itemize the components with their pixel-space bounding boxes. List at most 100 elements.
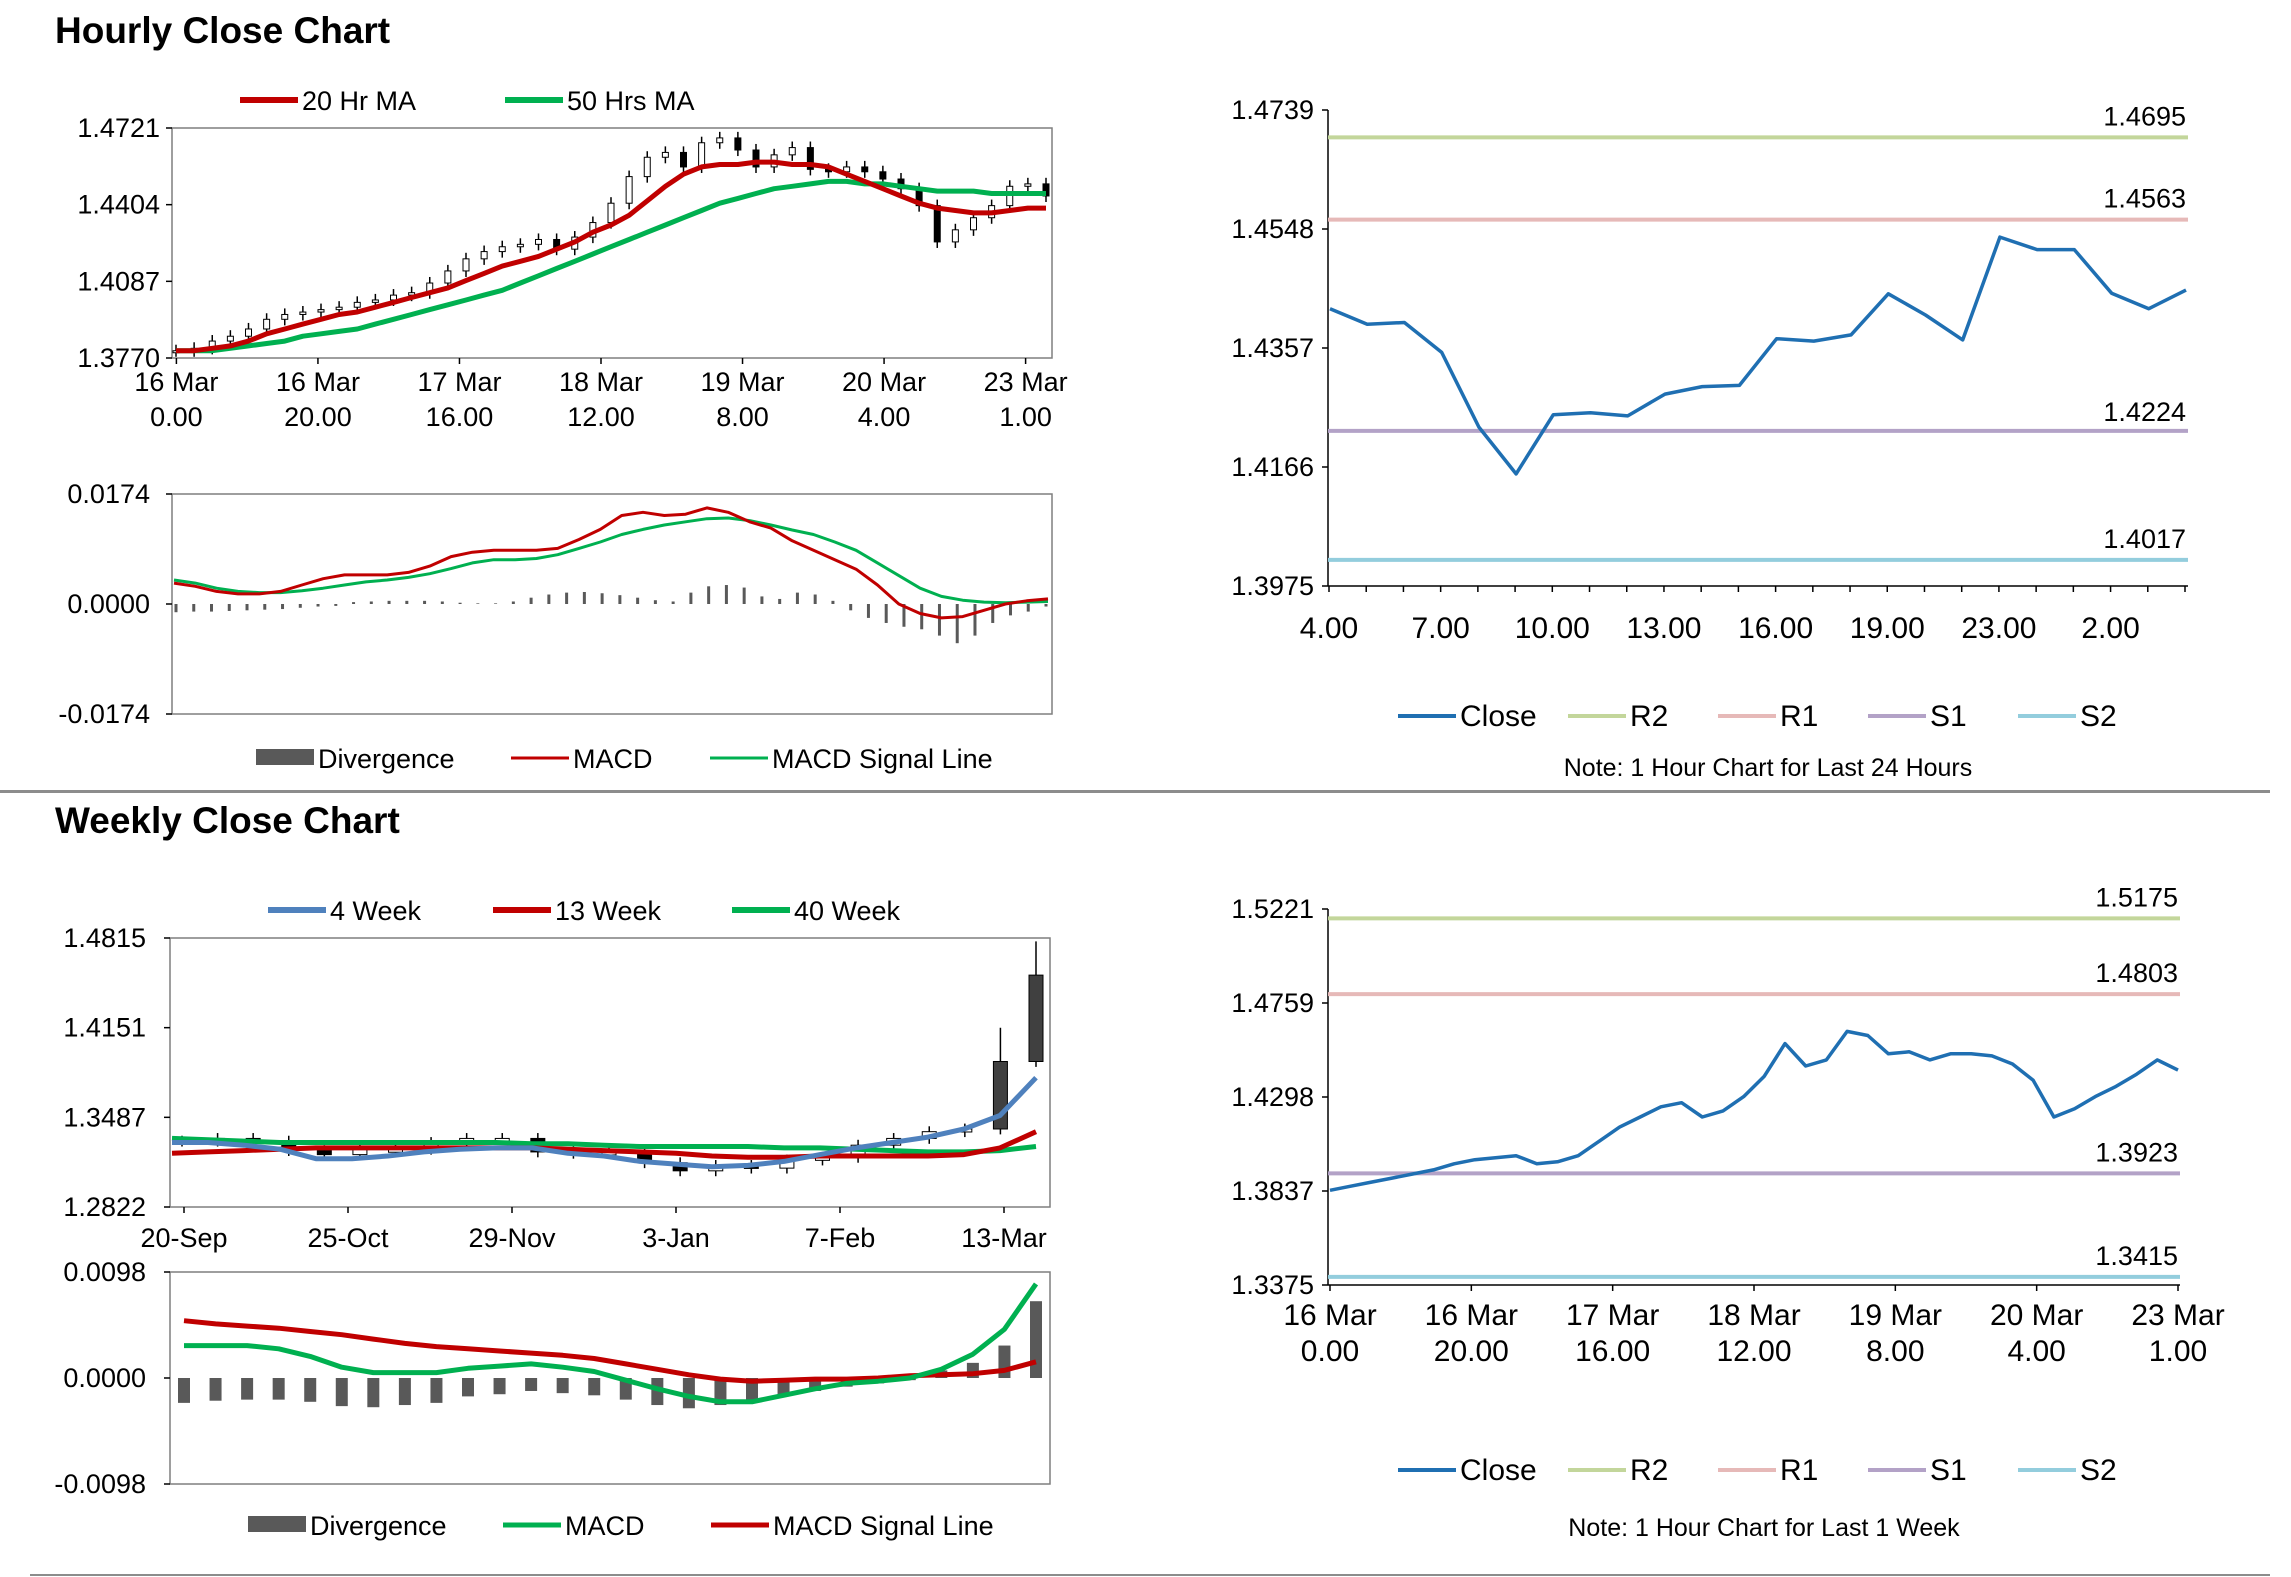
y-tick-label: 1.4357	[1231, 333, 1314, 363]
weekly-divergence-bar	[493, 1378, 506, 1395]
x-tick-label: 3-Jan	[642, 1223, 710, 1253]
y-tick-label: 1.4151	[63, 1013, 146, 1043]
weekly-divergence-bar	[682, 1378, 695, 1409]
hourly-ma50-line	[176, 178, 1046, 354]
x-tick-date: 20 Mar	[842, 367, 926, 397]
x-tick-time: 1.00	[999, 402, 1052, 432]
bottom-divider	[30, 1574, 2270, 1576]
y-tick-label: 1.3770	[77, 343, 160, 373]
weekly-40-week-line	[171, 1135, 1037, 1155]
weekly-divergence-bar	[430, 1378, 443, 1403]
x-tick-date: 23 Mar	[2131, 1299, 2224, 1332]
weekly-4-week-line	[172, 1075, 1038, 1170]
hourly-candle-body	[951, 229, 959, 243]
legend-40-week-label: 40 Week	[794, 896, 901, 926]
legend-divergence-swatch	[256, 749, 314, 765]
level-label-s1: 1.4224	[2103, 397, 2186, 427]
y-tick-label: 1.2822	[63, 1192, 146, 1222]
y-tick-label: 1.4087	[77, 266, 160, 296]
legend-divergence-swatch	[248, 1516, 306, 1532]
x-tick-label: 20-Sep	[140, 1223, 227, 1253]
hourly-macd-frame	[171, 493, 1053, 715]
weekly-13-week-line	[171, 1129, 1038, 1160]
weekly-divergence-bar	[209, 1378, 222, 1401]
y-tick-label: -0.0174	[58, 699, 150, 729]
x-tick-time: 8.00	[1866, 1335, 1924, 1368]
x-tick-date: 16 Mar	[1283, 1299, 1376, 1332]
x-tick-label: 19.00	[1850, 612, 1925, 645]
hourly-candle-body	[335, 306, 343, 311]
x-tick-label: 7.00	[1411, 612, 1469, 645]
level-label-s2: 1.4017	[2103, 524, 2186, 554]
hourly_close-note: Note: 1 Hour Chart for Last 24 Hours	[1564, 754, 1973, 782]
weekly-divergence-bar	[367, 1378, 380, 1408]
hourly-candle-body	[716, 137, 724, 144]
level-label-r1: 1.4563	[2103, 184, 2186, 214]
y-tick-label: 1.4739	[1231, 95, 1314, 125]
y-tick-label: 0.0000	[63, 1363, 146, 1393]
hourly-candle-body	[879, 171, 887, 180]
legend-s2-label: S2	[2080, 1454, 2117, 1487]
weekly-divergence-bar	[1030, 1301, 1042, 1378]
x-tick-label: 29-Nov	[468, 1223, 556, 1253]
hourly-candle-body	[263, 318, 271, 330]
x-tick-date: 16 Mar	[276, 367, 360, 397]
hourly-candle-body	[535, 238, 542, 245]
hourly-candle-body	[861, 166, 869, 173]
legend-macd-label: MACD	[573, 744, 653, 774]
y-tick-label: 1.5221	[1231, 894, 1314, 924]
hourly-candle-body	[1024, 183, 1032, 187]
x-tick-date: 20 Mar	[1990, 1299, 2083, 1332]
x-tick-date: 19 Mar	[1849, 1299, 1942, 1332]
x-tick-date: 18 Mar	[559, 367, 643, 397]
y-tick-label: 1.4166	[1231, 452, 1314, 482]
x-tick-time: 0.00	[1301, 1335, 1359, 1368]
x-tick-date: 17 Mar	[417, 367, 501, 397]
weekly-divergence-bar	[335, 1378, 348, 1407]
hourly-candle-body	[643, 156, 651, 178]
hourly-candle-body	[353, 301, 361, 308]
hourly-candle-body	[607, 202, 615, 224]
x-tick-date: 17 Mar	[1566, 1299, 1659, 1332]
weekly-price-frame	[169, 937, 1051, 1208]
weekly-candle-body	[316, 1150, 332, 1156]
hourly-candle-body	[317, 309, 325, 313]
y-tick-label: 0.0174	[67, 479, 150, 509]
legend-r2-label: R2	[1630, 1454, 1668, 1487]
level-label-r1: 1.4803	[2095, 958, 2178, 988]
legend-r1-label: R1	[1780, 1454, 1818, 1487]
y-tick-label: 1.4298	[1231, 1082, 1314, 1112]
hourly-candle-body	[933, 205, 941, 243]
y-tick-label: 1.4815	[63, 923, 146, 953]
x-tick-label: 7-Feb	[805, 1223, 876, 1253]
x-tick-time: 4.00	[2007, 1335, 2065, 1368]
y-tick-label: 1.4721	[77, 113, 160, 143]
hourly-macd-line	[173, 506, 1049, 620]
x-tick-date: 18 Mar	[1707, 1299, 1800, 1332]
hourly-candle-body	[788, 147, 796, 156]
legend-macd-label: MACD	[565, 1511, 645, 1541]
x-tick-label: 16.00	[1738, 612, 1813, 645]
legend-4-week-label: 4 Week	[330, 896, 422, 926]
level-label-r2: 1.4695	[2103, 101, 2186, 131]
y-tick-label: 1.3375	[1231, 1270, 1314, 1300]
y-tick-label: 1.4548	[1231, 214, 1314, 244]
weekly-divergence-bar	[272, 1378, 285, 1400]
x-tick-label: 13.00	[1626, 612, 1701, 645]
y-tick-label: -0.0098	[54, 1469, 146, 1499]
weekly-divergence-bar	[714, 1378, 727, 1406]
x-tick-time: 1.00	[2149, 1335, 2207, 1368]
y-tick-label: 1.3975	[1231, 571, 1314, 601]
weekly-divergence-bar	[241, 1378, 254, 1400]
x-tick-date: 23 Mar	[984, 367, 1068, 397]
hourly_close-close-line	[1329, 235, 2187, 476]
x-tick-label: 10.00	[1515, 612, 1590, 645]
legend-divergence-label: Divergence	[310, 1511, 447, 1541]
weekly-divergence-bar	[651, 1378, 664, 1406]
legend-macd-signal-label: MACD Signal Line	[772, 744, 993, 774]
y-tick-label: 1.3487	[63, 1102, 146, 1132]
weekly_close-note: Note: 1 Hour Chart for Last 1 Week	[1568, 1514, 1960, 1542]
legend-20hr-ma-label: 20 Hr MA	[302, 86, 416, 116]
weekly-candle-body	[1028, 974, 1044, 1062]
legend-s1-label: S1	[1930, 700, 1967, 733]
